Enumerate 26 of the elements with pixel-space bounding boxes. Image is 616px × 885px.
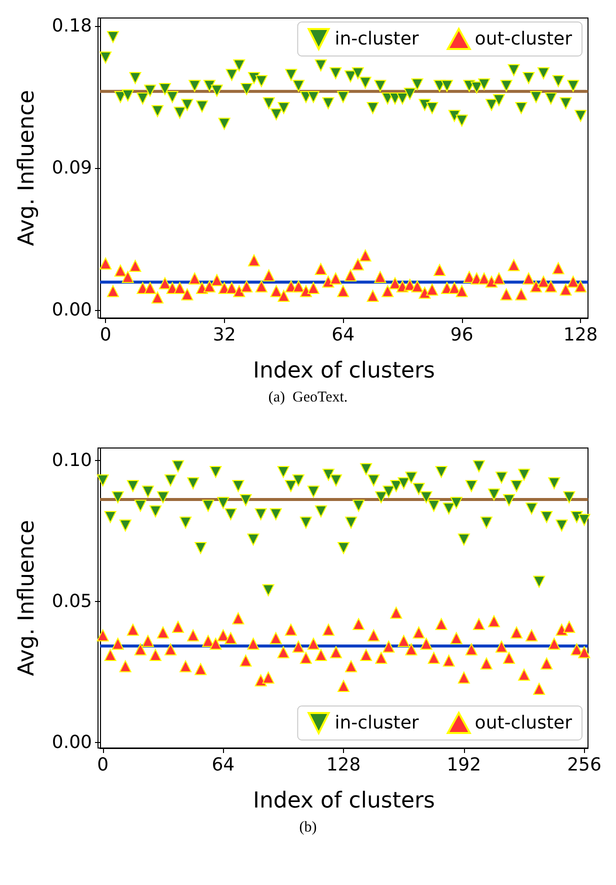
x-axis-title: Index of clusters: [252, 788, 436, 814]
y-tick-label: 0.18: [52, 15, 92, 36]
y-tick-label: 0.10: [52, 450, 92, 472]
legend-label: out-cluster: [474, 28, 573, 50]
x-axis-title: Index of clusters: [252, 358, 436, 384]
y-tick-label: 0.00: [52, 300, 92, 321]
text: (b): [299, 820, 317, 836]
legend-label: in-cluster: [334, 28, 420, 50]
y-tick-label: 0.05: [52, 591, 92, 612]
x-tick-label: 128: [563, 324, 598, 346]
x-tick-label: 0: [97, 754, 109, 776]
x-tick-label: 64: [332, 324, 355, 346]
x-tick-label: 192: [446, 754, 482, 776]
x-tick-label: 128: [326, 754, 361, 776]
y-tick-label: 0.00: [52, 732, 92, 753]
legend-label: out-cluster: [474, 712, 573, 734]
text: (a) GeoText.: [268, 390, 348, 406]
y-tick-label: 0.09: [52, 158, 92, 178]
legend-label: in-cluster: [334, 712, 420, 734]
x-tick-label: 96: [450, 324, 474, 346]
y-axis-title: Avg. Influence: [14, 90, 40, 246]
x-tick-label: 0: [100, 324, 112, 346]
x-tick-label: 256: [567, 754, 602, 776]
x-tick-label: 32: [212, 324, 236, 346]
x-tick-label: 64: [212, 754, 235, 776]
y-axis-title: Avg. Influence: [14, 520, 40, 676]
